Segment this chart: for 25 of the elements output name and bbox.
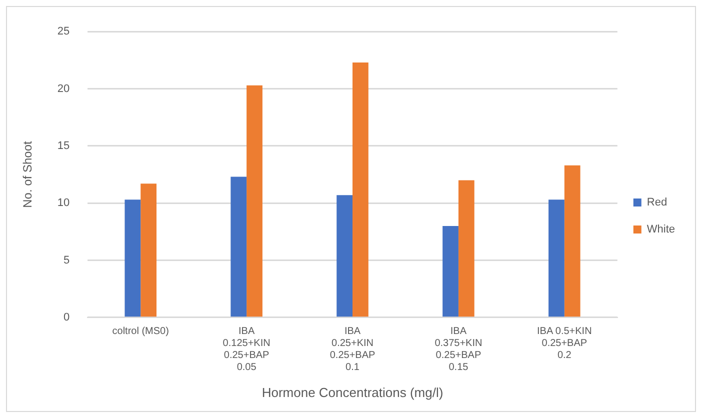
y-axis-title: No. of Shoot	[20, 140, 35, 208]
y-tick-label: 15	[57, 140, 70, 152]
bar	[458, 180, 474, 317]
bar	[548, 200, 564, 317]
bar	[140, 184, 157, 317]
y-tick-label: 5	[64, 254, 70, 266]
x-axis-title: Hormone Concentrations (mg/l)	[262, 384, 444, 400]
x-tick-label: IBA 0.375+KIN 0.25+BAP 0.15	[434, 326, 482, 374]
x-tick-label: IBA 0.25+KIN 0.25+BAP 0.1	[330, 326, 376, 374]
y-tick-label: 0	[64, 311, 70, 324]
legend-label: Red	[646, 196, 668, 209]
bar	[230, 176, 247, 317]
x-tick-label: IBA 0.5+KIN 0.25+BAP 0.2	[537, 326, 592, 362]
x-tick-label: IBA 0.125+KIN 0.25+BAP 0.05	[222, 326, 270, 374]
bar	[352, 62, 368, 317]
bar	[564, 165, 580, 317]
y-tick-label: 20	[57, 82, 70, 95]
bar	[336, 195, 353, 317]
y-tick-label: 10	[57, 197, 70, 210]
legend-label: White	[646, 224, 676, 236]
bar	[442, 226, 458, 317]
bar	[246, 85, 262, 317]
y-tick-label: 25	[57, 26, 70, 38]
x-tick-label: coltrol (MS0)	[112, 326, 169, 338]
bar	[124, 200, 141, 317]
